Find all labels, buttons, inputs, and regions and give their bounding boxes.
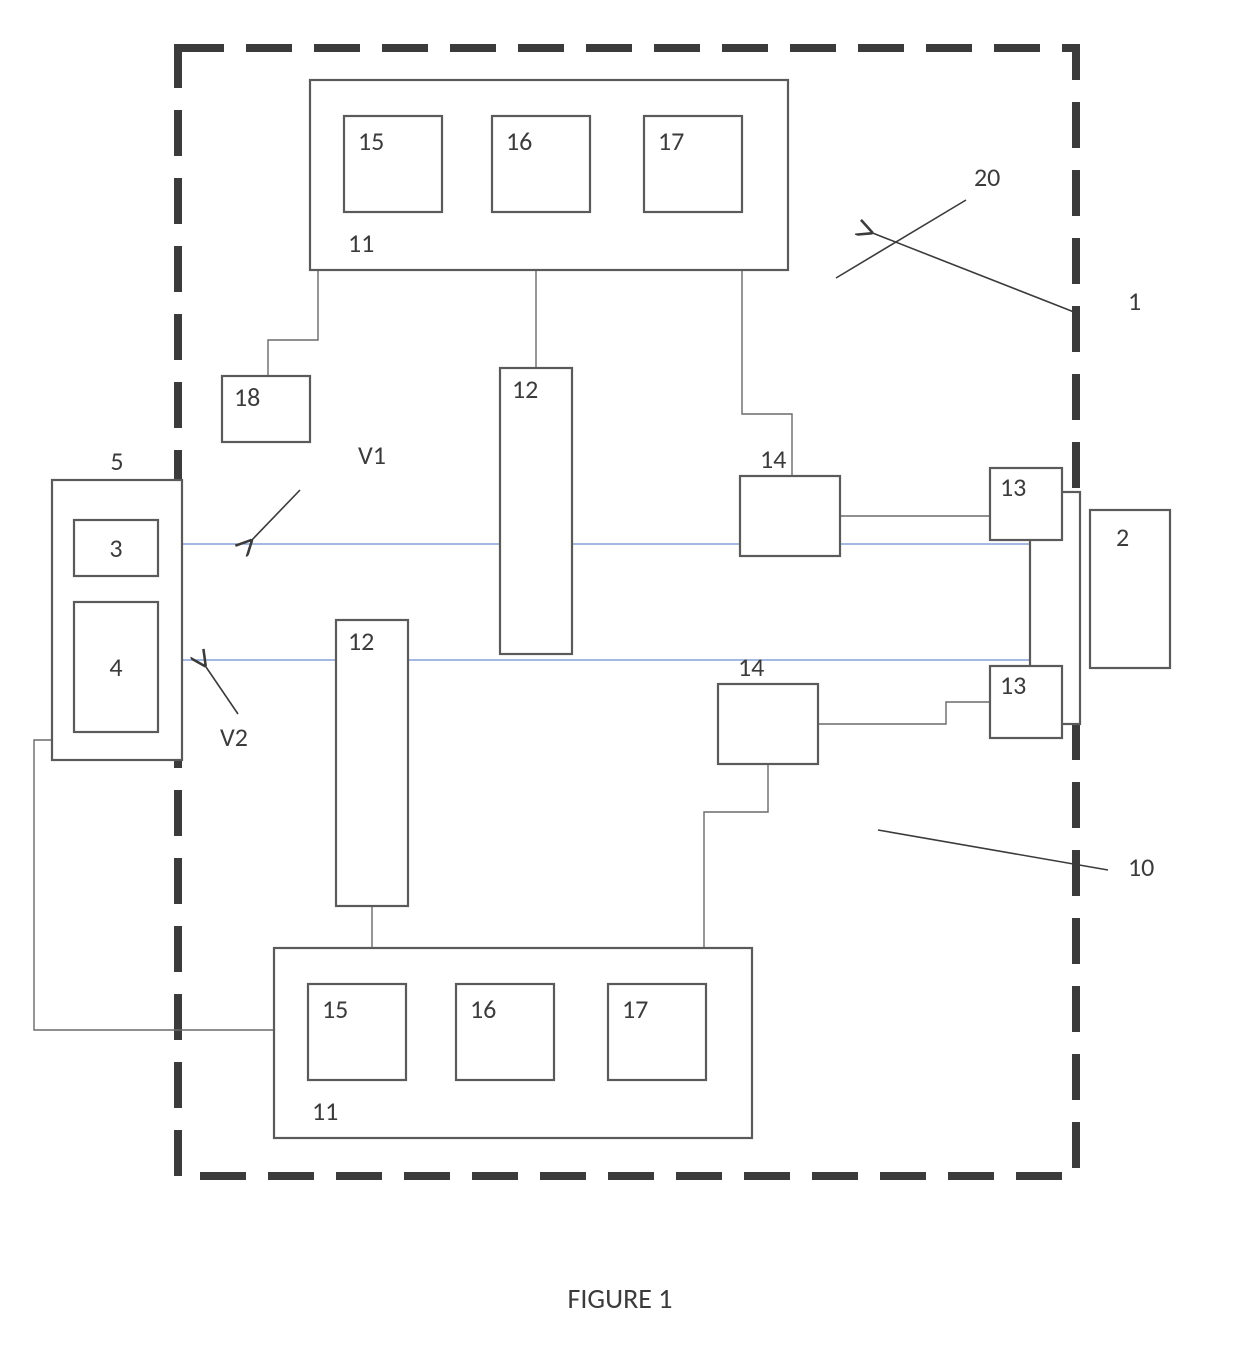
svg-text:13: 13 xyxy=(1000,669,1026,701)
leader-ref_1 xyxy=(870,232,1074,312)
block-box_12_top xyxy=(500,368,572,654)
svg-text:18: 18 xyxy=(234,381,260,413)
svg-text:17: 17 xyxy=(658,125,684,157)
arrow-v2 xyxy=(204,664,238,714)
connector xyxy=(34,740,274,1030)
svg-text:20: 20 xyxy=(974,161,1000,193)
svg-text:16: 16 xyxy=(506,125,532,157)
svg-text:5: 5 xyxy=(110,445,123,477)
svg-text:V2: V2 xyxy=(220,721,248,753)
svg-text:11: 11 xyxy=(348,227,374,259)
svg-text:11: 11 xyxy=(312,1095,338,1127)
svg-text:3: 3 xyxy=(109,532,122,564)
svg-text:12: 12 xyxy=(348,625,374,657)
block-box_14_bot xyxy=(718,684,818,764)
svg-text:15: 15 xyxy=(322,993,348,1025)
svg-text:2: 2 xyxy=(1116,521,1129,553)
svg-text:15: 15 xyxy=(358,125,384,157)
svg-text:14: 14 xyxy=(760,443,786,475)
connector xyxy=(268,270,318,376)
svg-text:17: 17 xyxy=(622,993,648,1025)
block-box_14_top xyxy=(740,476,840,556)
svg-text:16: 16 xyxy=(470,993,496,1025)
block-box_2 xyxy=(1090,510,1170,668)
svg-text:14: 14 xyxy=(738,651,764,683)
leader-ref_20 xyxy=(836,200,966,278)
arrow-v1 xyxy=(250,490,300,542)
svg-text:12: 12 xyxy=(512,373,538,405)
svg-text:10: 10 xyxy=(1128,851,1154,883)
connector xyxy=(704,764,768,948)
svg-text:1: 1 xyxy=(1128,285,1141,317)
block-box_12_bot xyxy=(336,620,408,906)
svg-text:V1: V1 xyxy=(358,439,386,471)
svg-text:13: 13 xyxy=(1000,471,1026,503)
svg-text:FIGURE 1: FIGURE 1 xyxy=(568,1281,673,1316)
connector xyxy=(818,702,990,724)
schematic-diagram: 53411151617111516171862121214141313V1V21… xyxy=(0,0,1240,1362)
svg-text:4: 4 xyxy=(109,651,122,683)
